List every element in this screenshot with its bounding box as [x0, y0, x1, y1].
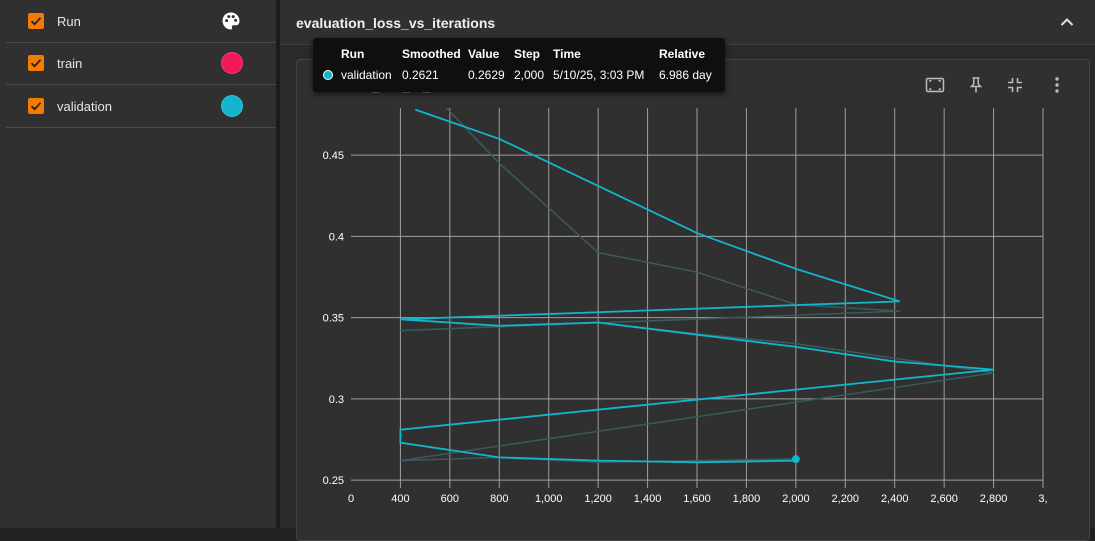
fullscreen-exit-button[interactable]: [1004, 74, 1026, 96]
tooltip-header-run: Run: [341, 47, 365, 61]
tooltip-header-time: Time: [553, 47, 581, 61]
x-tick-label: 2,400: [881, 493, 909, 505]
runs-sidebar: Run train validation: [0, 0, 277, 528]
tooltip-header-step: Step: [514, 47, 541, 61]
x-tick-label: 2,200: [832, 493, 860, 505]
tooltip-time-value: 5/10/25, 3:03 PM: [553, 68, 645, 82]
x-tick-label: 1,400: [634, 493, 662, 505]
chart-tooltip: Run Smoothed Value Step Time Relative va…: [313, 38, 725, 92]
fullscreen-exit-icon: [1008, 78, 1022, 92]
chevron-up-icon[interactable]: [1057, 12, 1077, 32]
x-tick-label: 1,800: [733, 493, 761, 505]
y-tick-label: 0.45: [323, 150, 344, 162]
runs-header-label: Run: [57, 13, 81, 29]
section-header[interactable]: evaluation_loss_vs_iterations: [280, 0, 1095, 45]
run-label-validation: validation: [57, 98, 112, 114]
runs-header-row: Run: [6, 0, 276, 43]
train-checkbox[interactable]: [28, 55, 44, 71]
tooltip-step-value: 2,000: [514, 68, 545, 82]
tooltip-run-value: validation: [341, 68, 392, 82]
series-smoothed-line-validation: [399, 108, 994, 464]
tooltip-smoothed-value: 0.2621: [402, 68, 439, 82]
palette-icon[interactable]: [221, 11, 241, 31]
x-tick-label: 2,000: [782, 493, 810, 505]
run-row-validation[interactable]: validation: [6, 85, 276, 128]
validation-checkbox[interactable]: [28, 98, 44, 114]
pin-icon: [969, 77, 983, 93]
y-tick-label: 0.3: [329, 394, 344, 406]
run-label-train: train: [57, 55, 83, 71]
more-vert-icon: [1055, 77, 1059, 93]
fit-domain-button[interactable]: [924, 74, 946, 96]
more-options-button[interactable]: [1046, 74, 1068, 96]
x-tick-label: 0: [348, 493, 354, 505]
check-icon: [30, 59, 42, 68]
fit-domain-icon: [925, 77, 945, 93]
tooltip-series-dot: [323, 70, 333, 80]
tooltip-value-value: 0.2629: [468, 68, 505, 82]
x-tick-label: 1,200: [584, 493, 612, 505]
tooltip-header-relative: Relative: [659, 47, 706, 61]
loss-chart[interactable]: 0 400 600 800 1,000 1,200 1,400 1,600 1,800 2,000…: [297, 60, 1089, 530]
select-all-checkbox[interactable]: [28, 13, 44, 29]
y-tick-label: 0.4: [329, 231, 344, 243]
tooltip-header-smoothed: Smoothed: [402, 47, 461, 61]
y-tick-label: 0.35: [323, 313, 344, 325]
validation-color-swatch[interactable]: [221, 95, 243, 117]
x-tick-label: 400: [391, 493, 409, 505]
hover-point-validation: [791, 455, 800, 464]
x-tick-label: 800: [490, 493, 508, 505]
tooltip-header-value: Value: [468, 47, 500, 61]
x-tick-label: 1,000: [535, 493, 563, 505]
pin-button[interactable]: [965, 74, 987, 96]
x-tick-label: 600: [441, 493, 459, 505]
run-row-train[interactable]: train: [6, 42, 276, 85]
check-icon: [30, 17, 42, 26]
check-icon: [30, 102, 42, 111]
section-title: evaluation_loss_vs_iterations: [296, 15, 496, 31]
x-tick-label: 1,600: [683, 493, 711, 505]
train-color-swatch[interactable]: [221, 52, 243, 74]
x-tick-label: 3,: [1038, 493, 1047, 505]
sidebar-splitter[interactable]: [276, 0, 280, 528]
x-tick-label: 2,800: [980, 493, 1008, 505]
x-tick-label: 2,600: [930, 493, 958, 505]
y-tick-label: 0.25: [323, 475, 344, 487]
tooltip-relative-value: 6.986 day: [659, 68, 712, 82]
